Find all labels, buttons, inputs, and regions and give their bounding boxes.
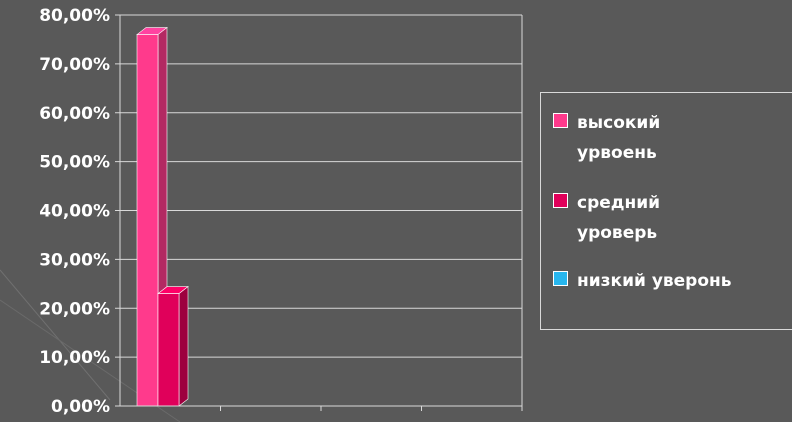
y-tick-label: 0,00% bbox=[51, 397, 110, 417]
bar-front bbox=[157, 293, 180, 407]
y-tick-label: 70,00% bbox=[39, 55, 110, 75]
legend-label-medium: средний уроверь bbox=[577, 193, 661, 243]
bar-1 bbox=[157, 285, 189, 407]
y-tick-label: 80,00% bbox=[39, 6, 110, 26]
legend: высокий урвоень средний уроверь низкий у… bbox=[540, 92, 792, 330]
y-tick-label: 30,00% bbox=[39, 250, 110, 270]
bar-side bbox=[178, 285, 189, 407]
y-tick-label: 50,00% bbox=[39, 153, 110, 173]
bar-front bbox=[136, 34, 159, 407]
y-tick-label: 20,00% bbox=[39, 299, 110, 319]
y-tick-label: 40,00% bbox=[39, 202, 110, 222]
legend-swatch-low bbox=[553, 271, 568, 286]
y-tick-label: 60,00% bbox=[39, 104, 110, 124]
legend-swatch-medium bbox=[553, 193, 568, 208]
legend-label-low: низкий уверонь bbox=[577, 271, 732, 291]
legend-swatch-high bbox=[553, 113, 568, 128]
axes bbox=[115, 14, 523, 411]
y-tick-labels: 0,00% 10,00% 20,00% 30,00% 40,00% 50,00% 60,00… bbox=[39, 6, 110, 417]
legend-label-high: высокий урвоень bbox=[577, 113, 661, 163]
y-tick-label: 10,00% bbox=[39, 348, 110, 368]
bars bbox=[136, 26, 189, 407]
